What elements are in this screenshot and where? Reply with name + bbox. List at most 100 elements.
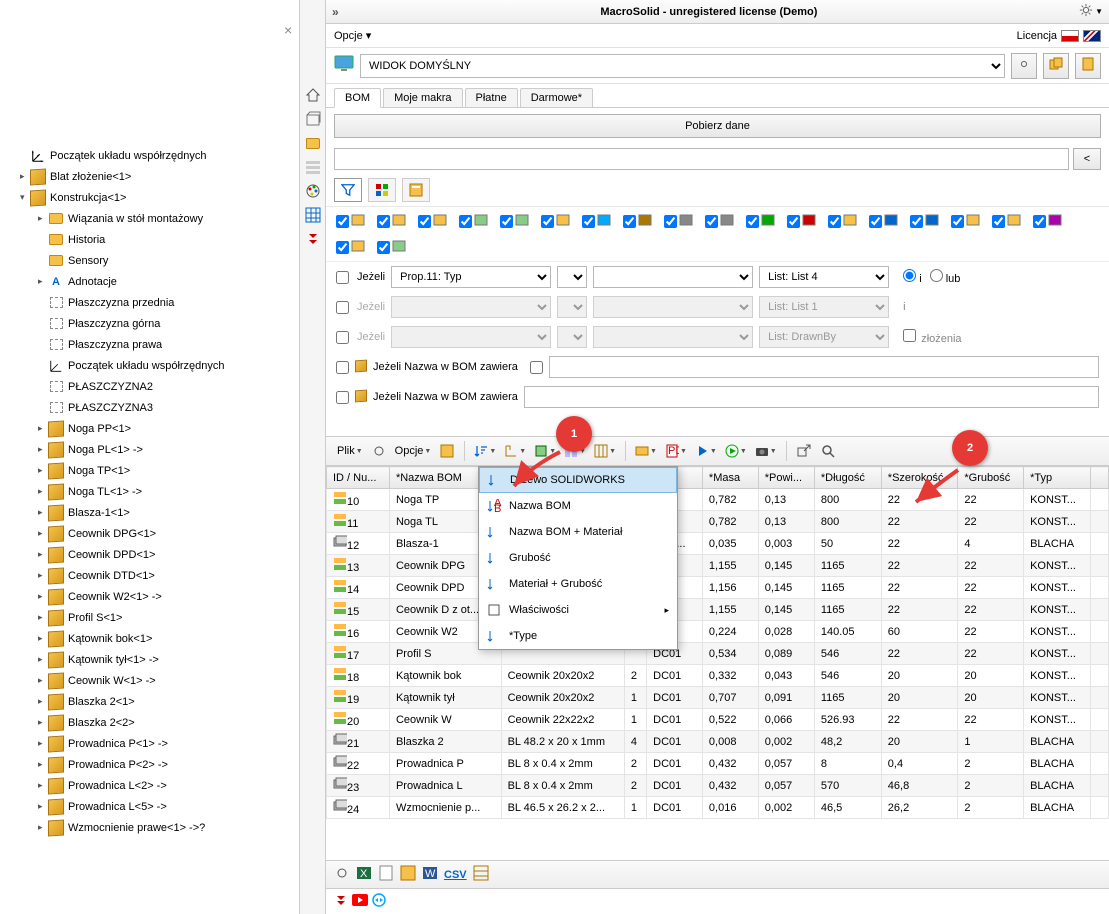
- column-toggle-17[interactable]: [1033, 213, 1064, 229]
- csv-label[interactable]: CSV: [444, 869, 467, 881]
- table-row[interactable]: 22Prowadnica PBL 8 x 0.4 x 2mm2DC010,432…: [327, 753, 1109, 775]
- youtube-icon[interactable]: [352, 894, 368, 909]
- tree-item[interactable]: PŁASZCZYZNA2: [8, 376, 299, 397]
- column-toggle-10[interactable]: [746, 213, 777, 229]
- template-icon[interactable]: [436, 440, 458, 462]
- camera-button[interactable]: ▼: [752, 440, 780, 462]
- column-toggle-1[interactable]: [377, 213, 408, 229]
- word-icon[interactable]: W: [422, 865, 438, 884]
- sort-button[interactable]: ▼: [471, 440, 499, 462]
- flag-pl-icon[interactable]: [1061, 30, 1079, 42]
- cond3-value-select[interactable]: [593, 326, 753, 348]
- table-row[interactable]: 10Noga TP0,7820,138002222KONST...: [327, 489, 1109, 511]
- col-typ[interactable]: *Typ: [1024, 467, 1091, 489]
- gear-button[interactable]: [1011, 53, 1037, 79]
- filter-grid-button[interactable]: [368, 178, 396, 202]
- tree-item[interactable]: ▸AAdnotacje: [8, 271, 299, 292]
- tree-item[interactable]: ▸Wzmocnienie prawe<1> ->?: [8, 817, 299, 838]
- tree-item[interactable]: Płaszczyzna przednia: [8, 292, 299, 313]
- tree-blat[interactable]: ▸ Blat złożenie<1>: [8, 166, 299, 187]
- tree-item[interactable]: Sensory: [8, 250, 299, 271]
- filter-funnel-button[interactable]: [334, 178, 362, 202]
- tree-item[interactable]: Płaszczyzna górna: [8, 313, 299, 334]
- teamviewer-icon[interactable]: [372, 893, 386, 910]
- tree-item[interactable]: ▸Noga TP<1>: [8, 460, 299, 481]
- popout-button[interactable]: [793, 440, 815, 462]
- column-toggle-12[interactable]: [828, 213, 859, 229]
- tree-item[interactable]: ▸Kątownik tył<1> ->: [8, 649, 299, 670]
- tree-item[interactable]: ▸Ceownik DTD<1>: [8, 565, 299, 586]
- tree-item[interactable]: Historia: [8, 229, 299, 250]
- table-row[interactable]: 24Wzmocnienie p...BL 46.5 x 26.2 x 2...1…: [327, 797, 1109, 819]
- tree-item[interactable]: PŁASZCZYZNA3: [8, 397, 299, 418]
- palette-icon[interactable]: [303, 181, 323, 201]
- search-back-button[interactable]: <: [1073, 148, 1101, 170]
- tree-item[interactable]: ▸Noga TL<1> ->: [8, 481, 299, 502]
- sort-grubosc[interactable]: Grubość: [479, 545, 677, 571]
- licencja-label[interactable]: Licencja: [1017, 30, 1057, 42]
- view-select[interactable]: WIDOK DOMYŚLNY: [360, 54, 1005, 78]
- folder-icon[interactable]: [303, 133, 323, 153]
- cond1-property-select[interactable]: Prop.11: Typ: [391, 266, 551, 288]
- column-toggle-19[interactable]: [377, 239, 408, 255]
- sheet-icon[interactable]: [378, 865, 394, 884]
- tree-item[interactable]: ▸Ceownik DPG<1>: [8, 523, 299, 544]
- column-toggle-18[interactable]: [336, 239, 367, 255]
- cond1-op-select[interactable]: =: [557, 266, 587, 288]
- grid-icon[interactable]: [303, 205, 323, 225]
- col-id[interactable]: ID / Nu...: [327, 467, 390, 489]
- gear-icon[interactable]: [1079, 3, 1093, 20]
- search-button[interactable]: [817, 440, 839, 462]
- cond2-op-select[interactable]: =: [557, 296, 587, 318]
- cond3-property-select[interactable]: [391, 326, 551, 348]
- cond3-zlozenia-checkbox[interactable]: złożenia: [903, 329, 961, 345]
- col-masa[interactable]: *Masa: [702, 467, 758, 489]
- tree-item[interactable]: Początek układu współrzędnych: [8, 355, 299, 376]
- table-row[interactable]: 21Blaszka 2BL 48.2 x 20 x 1mm4DC010,0080…: [327, 731, 1109, 753]
- chevrons-icon[interactable]: [334, 893, 348, 910]
- column-toggle-13[interactable]: [869, 213, 900, 229]
- tree-item[interactable]: ▸Wiązania w stół montażowy: [8, 208, 299, 229]
- tree-item[interactable]: ▸Blaszka 2<1>: [8, 691, 299, 712]
- namecond1-checkbox[interactable]: [336, 361, 349, 374]
- namecond2-checkbox[interactable]: [336, 391, 349, 404]
- table-row[interactable]: 19Kątownik tyłCeownik 20x20x21DC010,7070…: [327, 687, 1109, 709]
- tree-origin[interactable]: Początek układu współrzędnych: [8, 145, 299, 166]
- column-toggle-8[interactable]: [664, 213, 695, 229]
- table-row[interactable]: 18Kątownik bokCeownik 20x20x22DC010,3320…: [327, 665, 1109, 687]
- gear-icon[interactable]: [334, 865, 350, 884]
- chevrons-icon[interactable]: [303, 229, 323, 249]
- filter-template-button[interactable]: [402, 178, 430, 202]
- column-toggle-4[interactable]: [500, 213, 531, 229]
- column-toggle-2[interactable]: [418, 213, 449, 229]
- tree-konstrukcja[interactable]: ▾ Konstrukcja<1>: [8, 187, 299, 208]
- gear-icon[interactable]: [368, 440, 390, 462]
- excel-icon[interactable]: X: [356, 865, 372, 884]
- tab-bom[interactable]: BOM: [334, 88, 381, 108]
- opcje-menu[interactable]: Opcje ▾: [334, 29, 371, 42]
- grid-icon[interactable]: [473, 865, 489, 884]
- home-icon[interactable]: [303, 85, 323, 105]
- copy-button[interactable]: [1043, 53, 1069, 79]
- tree-item[interactable]: ▸Kątownik bok<1>: [8, 628, 299, 649]
- expand-icon[interactable]: »: [332, 5, 339, 19]
- table-row[interactable]: 20Ceownik WCeownik 22x22x21DC010,5220,06…: [327, 709, 1109, 731]
- namecond1-extra-checkbox[interactable]: [530, 361, 543, 374]
- flag-uk-icon[interactable]: [1083, 30, 1101, 42]
- sort-nazwa-material[interactable]: Nazwa BOM + Materiał: [479, 519, 677, 545]
- table-row[interactable]: 13Ceownik DPG1,1550,14511652222KONST...: [327, 555, 1109, 577]
- caret-down-icon[interactable]: ▼: [1095, 7, 1103, 16]
- tree-item[interactable]: ▸Noga PL<1> ->: [8, 439, 299, 460]
- column-toggle-0[interactable]: [336, 213, 367, 229]
- tree-item[interactable]: ▸Ceownik DPD<1>: [8, 544, 299, 565]
- tree-item[interactable]: ▸Prowadnica L<2> ->: [8, 775, 299, 796]
- cond1-value-select[interactable]: [593, 266, 753, 288]
- label-button[interactable]: ▼: [632, 440, 660, 462]
- column-toggle-15[interactable]: [951, 213, 982, 229]
- tree-item[interactable]: ▸Ceownik W<1> ->: [8, 670, 299, 691]
- plik-menu[interactable]: Plik▼: [334, 440, 366, 462]
- run-button[interactable]: ▼: [692, 440, 720, 462]
- tree-item[interactable]: ▸Blaszka 2<2>: [8, 712, 299, 733]
- column-toggle-3[interactable]: [459, 213, 490, 229]
- opcje-menu[interactable]: Opcje▼: [392, 440, 435, 462]
